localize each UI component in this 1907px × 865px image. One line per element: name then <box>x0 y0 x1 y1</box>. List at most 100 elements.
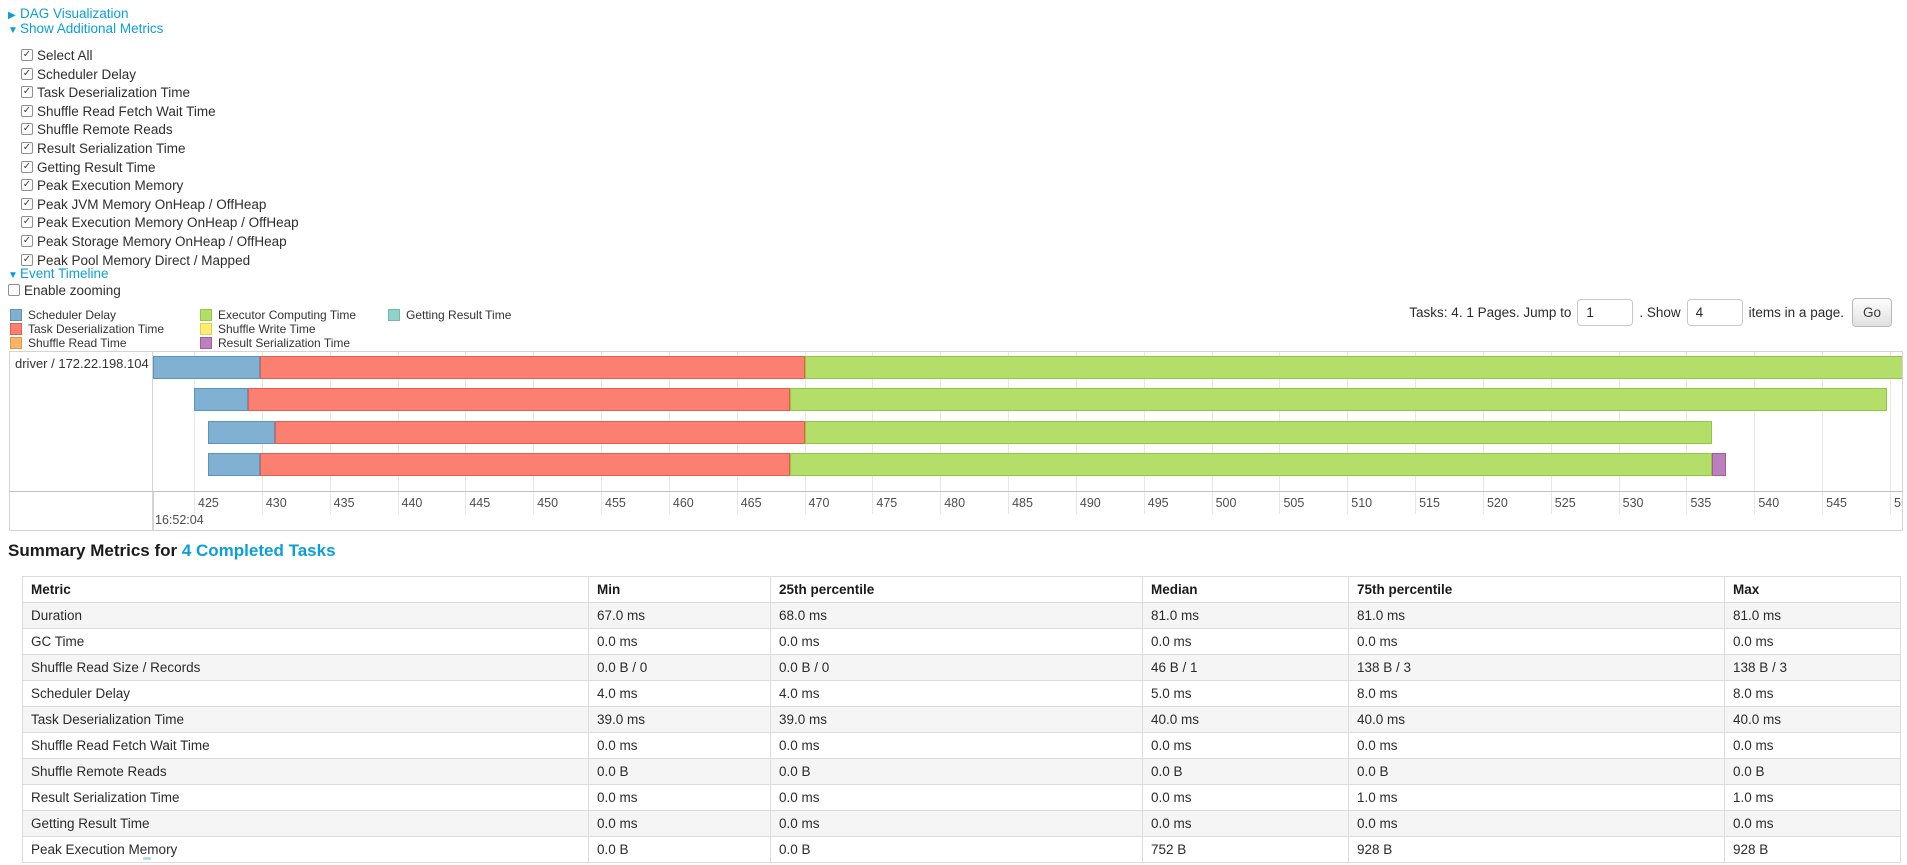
go-button[interactable]: Go <box>1851 297 1892 327</box>
metric-value-cell: 0.0 ms <box>1142 628 1349 655</box>
timeline-tickline <box>1822 492 1824 514</box>
metric-checkbox[interactable]: ✓ <box>21 253 33 266</box>
table-row: Peak Execution Memory 0.0 B 0.0 B 752 B 928 … <box>22 836 1901 863</box>
metric-value-cell: 0.0 ms <box>1348 810 1725 837</box>
timeline-bar-segment-result-serialization[interactable] <box>1712 452 1726 476</box>
metric-name-cell: Peak Execution Memory <box>22 836 589 863</box>
legend-label: Executor Computing Time <box>218 308 357 322</box>
timeline-axis: 16:52:04 425 430 435 440 445 450 455 460 465 470 4… <box>10 491 1902 530</box>
metric-value-cell: 81.0 ms <box>1348 602 1725 629</box>
table-row: Getting Result Time 0.0 ms 0.0 ms 0.0 ms 0.0… <box>22 810 1901 837</box>
timeline-tickline <box>397 492 399 514</box>
metric-value-cell: 81.0 ms <box>1724 602 1901 629</box>
timeline-gridline <box>1890 352 1891 491</box>
timeline-gridline <box>1822 352 1824 491</box>
table-header-cell: 75th percentile <box>1348 576 1725 603</box>
timeline-bar-segment-scheduler-delay[interactable] <box>194 388 249 412</box>
metric-value-cell: 928 B <box>1724 836 1901 863</box>
metric-value-cell: 40.0 ms <box>1142 706 1349 733</box>
metric-value-cell: 0.0 B <box>588 758 771 785</box>
timeline-bar-segment-task-deserialization[interactable] <box>260 356 805 379</box>
metric-checkbox[interactable]: ✓ <box>21 179 33 192</box>
timeline-bar-segment-executor-computing[interactable] <box>789 452 1713 476</box>
completed-tasks-link[interactable]: 4 Completed Tasks <box>181 541 336 560</box>
items-per-page-input[interactable] <box>1686 298 1743 326</box>
metric-checkbox-label: Select All <box>37 48 93 63</box>
timeline-tickline <box>668 492 670 514</box>
timeline-tick-label: 485 <box>1012 496 1033 510</box>
timeline-bar-segment-scheduler-delay[interactable] <box>207 420 276 444</box>
metric-value-cell: 0.0 ms <box>770 784 1143 811</box>
show-additional-metrics-toggle[interactable]: ▼ Show Additional Metrics <box>8 21 163 36</box>
dag-visualization-toggle[interactable]: ▶ DAG Visualization <box>8 6 129 21</box>
metric-checkbox-label: Result Serialization Time <box>37 141 186 156</box>
timeline-bar-segment-scheduler-delay[interactable] <box>153 356 261 379</box>
metric-value-cell: 4.0 ms <box>588 680 771 707</box>
metric-checkbox[interactable]: ✓ <box>21 49 33 61</box>
timeline-tickline <box>1347 492 1349 514</box>
timeline-tick-label: 525 <box>1554 496 1576 510</box>
metric-checkbox-label: Peak Execution Memory OnHeap / OffHeap <box>37 215 299 231</box>
enable-zooming-checkbox[interactable] <box>8 284 20 296</box>
timeline-bar-segment-executor-computing[interactable] <box>804 356 1902 379</box>
timeline-tickline <box>1279 492 1281 514</box>
metric-checkbox[interactable]: ✓ <box>21 67 33 80</box>
jump-to-page-input[interactable] <box>1577 298 1634 326</box>
timeline-tickline <box>1143 492 1145 514</box>
timeline-tickline <box>601 492 603 514</box>
timeline-tickline <box>194 492 195 514</box>
metric-value-cell: 0.0 ms <box>588 732 771 759</box>
metric-checkbox[interactable]: ✓ <box>21 197 33 210</box>
legend-swatch <box>388 309 400 321</box>
timeline-tick-label: 510 <box>1351 496 1373 510</box>
timeline-axis-column-separator <box>153 492 154 530</box>
metric-value-cell: 0.0 ms <box>588 784 771 811</box>
metric-name-cell: Task Deserialization Time <box>22 706 589 733</box>
metric-checkbox[interactable]: ✓ <box>21 235 33 247</box>
metric-value-cell: 81.0 ms <box>1142 602 1349 629</box>
timeline-executor-label: driver / 172.22.198.104 <box>15 356 149 371</box>
metric-value-cell: 0.0 ms <box>1724 810 1901 837</box>
timeline-bar-segment-scheduler-delay[interactable] <box>207 452 261 476</box>
table-row: Shuffle Read Size / Records 0.0 B / 0 0.0 … <box>22 654 1901 681</box>
timeline-tick-label: 515 <box>1419 496 1440 510</box>
timeline-tick-label: 530 <box>1622 496 1644 510</box>
legend-label: Shuffle Write Time <box>218 322 316 336</box>
clipped-next-section-fragment <box>143 857 151 860</box>
timeline-tick-label: 475 <box>876 496 898 510</box>
timeline-tickline <box>465 492 467 514</box>
metric-name-cell: Getting Result Time <box>22 810 589 837</box>
metric-checkbox[interactable]: ✓ <box>21 86 33 99</box>
metric-checkbox[interactable]: ✓ <box>21 142 33 154</box>
timeline-bar-segment-task-deserialization[interactable] <box>248 388 790 412</box>
timeline-bar-segment-task-deserialization[interactable] <box>260 452 790 476</box>
metric-value-cell: 752 B <box>1142 836 1349 863</box>
timeline-bar-segment-task-deserialization[interactable] <box>275 420 805 444</box>
metric-checkbox-label: Getting Result Time <box>37 159 156 175</box>
timeline-tickline <box>533 492 535 514</box>
event-timeline-chart: driver / 172.22.198.104 16:52:04 425 430 4… <box>9 351 1903 531</box>
timeline-tickline <box>1618 492 1620 514</box>
metric-name-cell: GC Time <box>22 628 589 655</box>
metric-value-cell: 0.0 ms <box>1724 732 1901 759</box>
timeline-tick-label: 465 <box>740 496 762 510</box>
metric-value-cell: 0.0 ms <box>1142 732 1349 759</box>
legend-swatch <box>10 323 22 335</box>
timeline-bar-segment-executor-computing[interactable] <box>789 388 1888 412</box>
metric-checkbox[interactable]: ✓ <box>21 216 33 229</box>
timeline-tickline <box>1415 492 1417 514</box>
metric-value-cell: 928 B <box>1348 836 1725 863</box>
metric-value-cell: 0.0 B <box>1724 758 1901 785</box>
metric-value-cell: 0.0 ms <box>770 810 1143 837</box>
timeline-tick-label: 445 <box>469 496 491 510</box>
event-timeline-toggle[interactable]: ▼ Event Timeline <box>8 266 109 281</box>
timeline-bar-segment-executor-computing[interactable] <box>804 420 1713 444</box>
metric-value-cell: 0.0 ms <box>588 628 771 655</box>
metric-checkbox[interactable]: ✓ <box>21 160 33 173</box>
timeline-tick-label: 425 <box>198 496 219 510</box>
metric-value-cell: 1.0 ms <box>1724 784 1901 811</box>
metric-checkbox-label: Shuffle Remote Reads <box>37 122 173 138</box>
metric-checkbox[interactable]: ✓ <box>21 104 33 117</box>
metric-checkbox[interactable]: ✓ <box>21 123 33 136</box>
